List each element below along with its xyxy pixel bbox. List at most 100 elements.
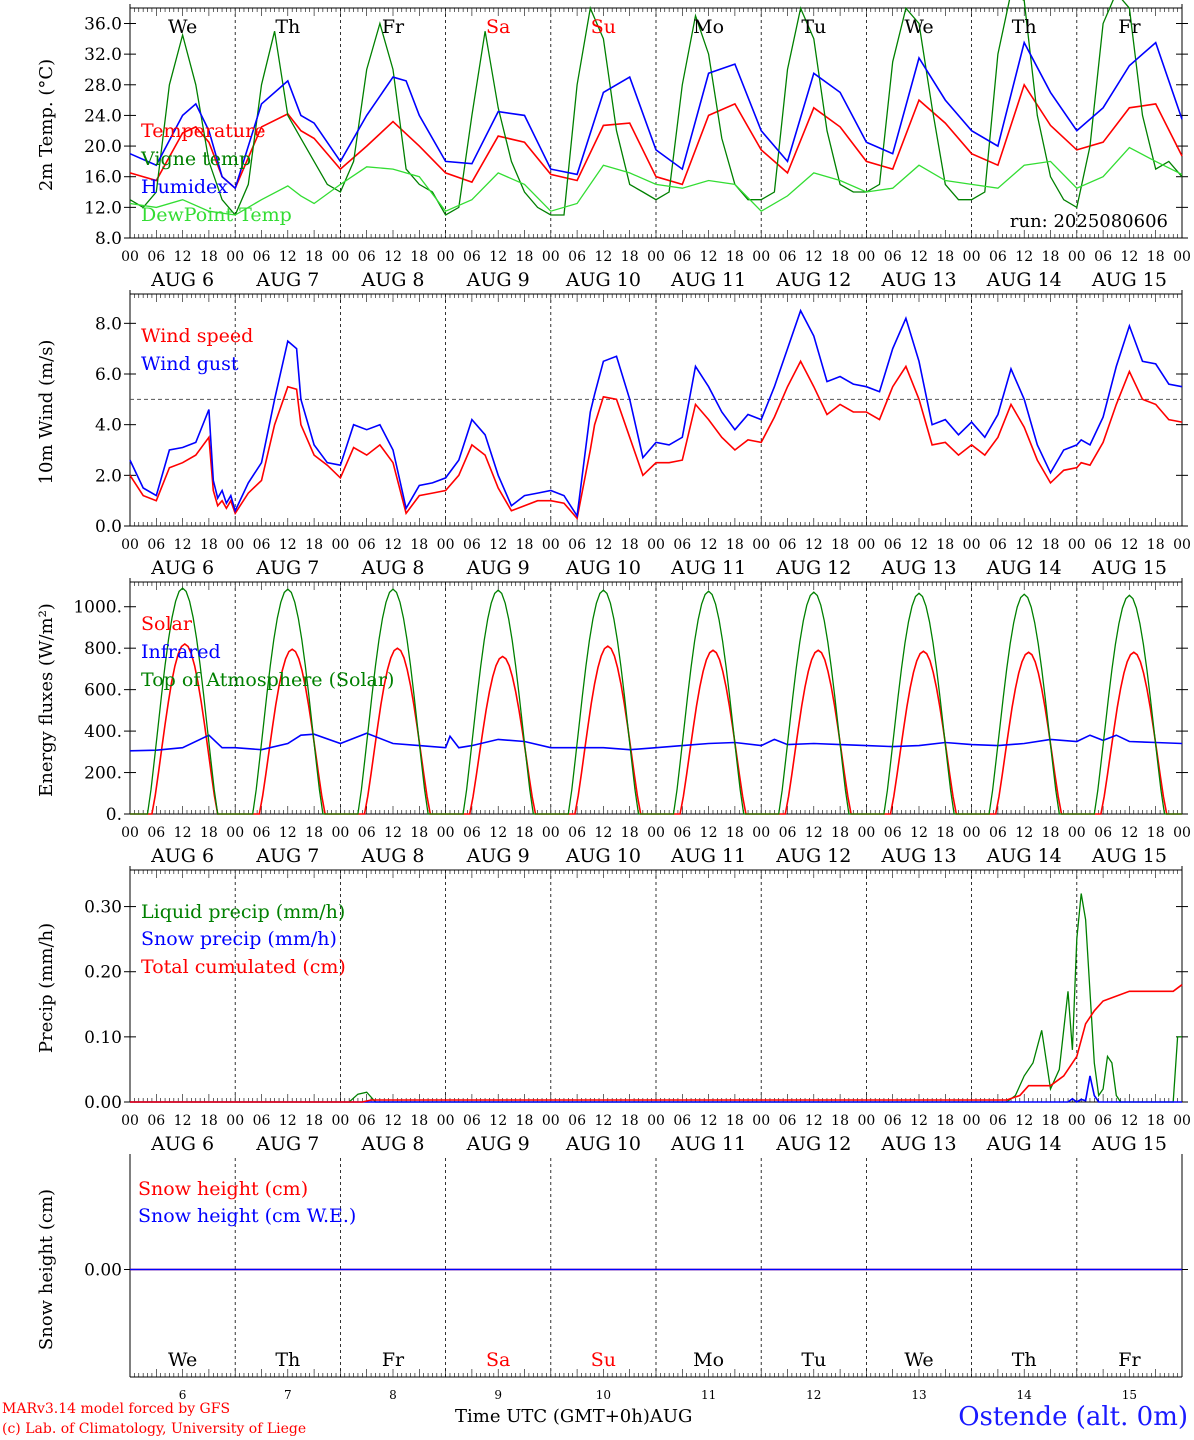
day-label: AUG 9 bbox=[466, 1133, 530, 1155]
hour-tick-label: 00 bbox=[1068, 825, 1086, 841]
series-line-infrared bbox=[129, 732, 1183, 752]
hour-tick-label: 06 bbox=[253, 249, 271, 265]
hour-tick-label: 12 bbox=[1015, 825, 1033, 841]
day-label: AUG 7 bbox=[255, 845, 319, 867]
hour-tick-label: 18 bbox=[726, 537, 744, 553]
hour-tick-label: 18 bbox=[621, 249, 639, 265]
hour-tick-label: 00 bbox=[331, 249, 349, 265]
run-label: run: 2025080606 bbox=[1010, 211, 1168, 232]
legend-entry: Liquid precip (mm/h) bbox=[141, 901, 345, 923]
hour-tick-label: 00 bbox=[121, 1113, 139, 1129]
hour-tick-label: 00 bbox=[752, 825, 770, 841]
hour-tick-label: 12 bbox=[910, 1113, 928, 1129]
day-label: AUG 8 bbox=[360, 1133, 424, 1155]
hour-tick-label: 06 bbox=[463, 1113, 481, 1129]
hour-tick-label: 18 bbox=[200, 1113, 218, 1129]
y-tick-label: 8.0 bbox=[95, 314, 122, 334]
hour-tick-label: 06 bbox=[673, 249, 691, 265]
hour-tick-label: 18 bbox=[1147, 537, 1165, 553]
weekday-label: Mo bbox=[693, 16, 724, 38]
hour-tick-label: 12 bbox=[594, 825, 612, 841]
hour-tick-label: 00 bbox=[226, 249, 244, 265]
series-line-temperature bbox=[129, 82, 1183, 190]
hour-tick-label: 06 bbox=[1094, 825, 1112, 841]
hour-tick-label: 00 bbox=[1173, 825, 1191, 841]
hour-tick-label: 06 bbox=[1094, 249, 1112, 265]
legend-entry: Vigne temp bbox=[140, 148, 251, 170]
day-label: AUG 7 bbox=[255, 1133, 319, 1155]
y-axis-label: Snow height (cm) bbox=[36, 1189, 57, 1350]
hour-tick-label: 06 bbox=[358, 825, 376, 841]
bottom-weekday-label: Tu bbox=[801, 1349, 826, 1371]
day-label: AUG 9 bbox=[466, 269, 530, 291]
legend-entry: Solar bbox=[141, 613, 193, 635]
hour-tick-label: 00 bbox=[226, 1113, 244, 1129]
day-label: AUG 14 bbox=[986, 845, 1062, 867]
series-line-vigne-temp bbox=[129, 0, 1183, 217]
weekday-label: Fr bbox=[382, 16, 405, 38]
hour-tick-label: 06 bbox=[253, 537, 271, 553]
hour-tick-label: 12 bbox=[279, 537, 297, 553]
hour-tick-label: 06 bbox=[568, 1113, 586, 1129]
bottom-day-number: 7 bbox=[284, 1388, 292, 1402]
bottom-weekday-label: Su bbox=[591, 1349, 616, 1371]
day-label: AUG 8 bbox=[360, 269, 424, 291]
hour-tick-label: 12 bbox=[384, 1113, 402, 1129]
panel-3: 0. 200. 400. 600. 800. 1000. Energy fluxes (W/… bbox=[36, 578, 1191, 867]
bottom-weekday-label: Fr bbox=[1118, 1349, 1141, 1371]
hour-tick-label: 06 bbox=[463, 825, 481, 841]
panel-2: 0.0 2.0 4.0 6.0 8.0 10m Wind (m/s) Wind speed W… bbox=[36, 290, 1191, 579]
hour-tick-label: 18 bbox=[200, 249, 218, 265]
hour-tick-label: 18 bbox=[831, 825, 849, 841]
hour-tick-label: 00 bbox=[1173, 537, 1191, 553]
hour-tick-label: 18 bbox=[936, 249, 954, 265]
weekday-label: Su bbox=[591, 16, 616, 38]
hour-tick-label: 00 bbox=[437, 825, 455, 841]
hour-tick-label: 18 bbox=[410, 249, 428, 265]
day-label: AUG 10 bbox=[565, 845, 641, 867]
day-label: AUG 8 bbox=[360, 845, 424, 867]
hour-tick-label: 06 bbox=[1094, 537, 1112, 553]
y-tick-label: 1000. bbox=[73, 598, 122, 618]
hour-tick-label: 00 bbox=[121, 249, 139, 265]
hour-tick-label: 00 bbox=[857, 537, 875, 553]
hour-tick-label: 06 bbox=[884, 249, 902, 265]
hour-tick-label: 00 bbox=[542, 537, 560, 553]
y-tick-label: 0. bbox=[106, 805, 122, 825]
day-label: AUG 13 bbox=[880, 845, 956, 867]
hour-tick-label: 18 bbox=[621, 1113, 639, 1129]
hour-tick-label: 06 bbox=[779, 537, 797, 553]
hour-tick-label: 18 bbox=[305, 249, 323, 265]
hour-tick-label: 18 bbox=[621, 825, 639, 841]
hour-tick-label: 12 bbox=[279, 1113, 297, 1129]
hour-tick-label: 12 bbox=[384, 825, 402, 841]
y-tick-label: 0.30 bbox=[84, 898, 122, 918]
hour-tick-label: 18 bbox=[200, 537, 218, 553]
hour-tick-label: 06 bbox=[989, 537, 1007, 553]
hour-tick-label: 00 bbox=[857, 249, 875, 265]
hour-tick-label: 18 bbox=[1042, 1113, 1060, 1129]
day-label: AUG 13 bbox=[880, 269, 956, 291]
day-label: AUG 6 bbox=[150, 269, 214, 291]
day-label: AUG 12 bbox=[775, 557, 851, 579]
hour-tick-label: 12 bbox=[1120, 1113, 1138, 1129]
panel-5: 0.00 Snow height (cm) Snow height (cm) Snow… bbox=[36, 1154, 1188, 1378]
hour-tick-label: 06 bbox=[463, 537, 481, 553]
day-label: AUG 11 bbox=[670, 845, 746, 867]
hour-tick-label: 06 bbox=[884, 537, 902, 553]
day-label: AUG 13 bbox=[880, 1133, 956, 1155]
hour-tick-label: 18 bbox=[936, 537, 954, 553]
hour-tick-label: 00 bbox=[647, 825, 665, 841]
hour-tick-label: 12 bbox=[174, 1113, 192, 1129]
hour-tick-label: 00 bbox=[226, 537, 244, 553]
day-label: AUG 9 bbox=[466, 845, 530, 867]
y-tick-label: 0.20 bbox=[84, 963, 122, 983]
y-tick-label: 16.0 bbox=[84, 168, 122, 188]
hour-tick-label: 12 bbox=[489, 1113, 507, 1129]
bottom-weekday-label: Mo bbox=[693, 1349, 724, 1371]
hour-tick-label: 00 bbox=[437, 537, 455, 553]
hour-tick-label: 06 bbox=[147, 249, 165, 265]
hour-tick-label: 12 bbox=[279, 249, 297, 265]
legend-entry: Wind gust bbox=[141, 353, 239, 375]
